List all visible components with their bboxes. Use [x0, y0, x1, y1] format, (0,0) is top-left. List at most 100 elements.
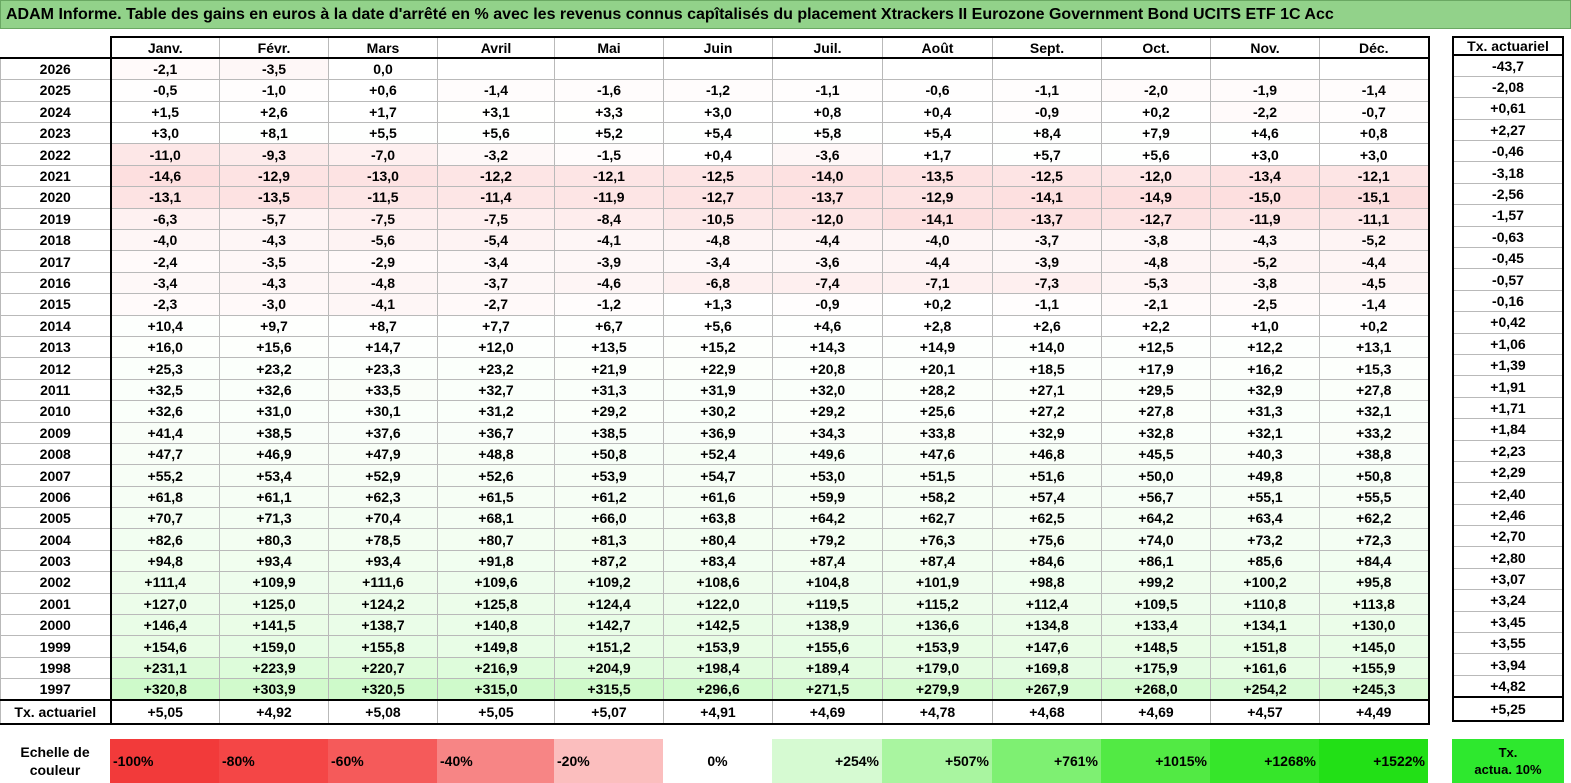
gain-cell: +61,5 — [437, 485, 555, 509]
table-row: 2003 +94,8 +93,4 +93,4 +91,8 +87,2 +83,4 +87,4 +… — [0, 549, 1430, 573]
gain-cell: +175,9 — [1101, 656, 1211, 680]
gain-cell: -4,5 — [1319, 271, 1430, 295]
gain-cell: +8,7 — [328, 314, 438, 337]
gain-cell: +5,7 — [992, 143, 1102, 166]
gain-cell: -7,5 — [328, 207, 438, 231]
year-cell: 2000 — [0, 614, 111, 637]
rate-cell: -0,45 — [1452, 247, 1564, 270]
gain-cell: +31,3 — [554, 378, 664, 402]
rate-row: +4,82 — [1452, 674, 1564, 698]
rate-cell: -0,57 — [1452, 268, 1564, 291]
gain-cell — [992, 57, 1102, 81]
gain-cell: +14,7 — [328, 335, 438, 359]
month-header: Oct. — [1101, 35, 1211, 60]
gain-cell: +189,4 — [772, 656, 883, 680]
rate-cell: +0,42 — [1452, 311, 1564, 334]
color-scale-swatch: +761% — [992, 739, 1101, 783]
gain-cell: +0,2 — [1319, 314, 1430, 337]
gain-cell: -8,4 — [554, 207, 664, 231]
footer-rate-cell: +4,68 — [992, 699, 1102, 726]
gain-cell: -7,3 — [992, 271, 1102, 295]
gain-cell: +62,7 — [882, 507, 993, 530]
gain-cell: -3,9 — [554, 250, 664, 273]
gain-cell: +38,5 — [219, 421, 329, 444]
gain-cell: +0,6 — [328, 79, 438, 102]
gain-cell: +82,6 — [109, 528, 220, 551]
table-row: 2009 +41,4 +38,5 +37,6 +36,7 +38,5 +36,9 +34,3 +… — [0, 421, 1430, 444]
gain-cell: +127,0 — [109, 592, 220, 616]
gain-cell: -3,7 — [437, 271, 555, 295]
rate-row: -0,45 — [1452, 247, 1564, 270]
gain-cell: -4,1 — [328, 293, 438, 316]
gain-cell: -11,9 — [1210, 207, 1320, 231]
gain-cell: +136,6 — [882, 614, 993, 637]
gain-cell: +59,9 — [772, 485, 883, 509]
table-row: 2015 -2,3 -3,0 -4,1 -2,7 -1,2 +1,3 -0,9 +0,2 -1,1… — [0, 293, 1430, 316]
gain-cell: +21,9 — [554, 357, 664, 380]
gain-cell: +267,9 — [992, 678, 1102, 701]
gain-cell: +14,3 — [772, 335, 883, 359]
gain-cell: +95,8 — [1319, 571, 1430, 594]
gain-cell: -12,9 — [882, 186, 993, 209]
gain-cell: +2,6 — [992, 314, 1102, 337]
gain-cell: +2,2 — [1101, 314, 1211, 337]
rate-cell: +4,82 — [1452, 674, 1564, 698]
gain-cell: +30,2 — [663, 400, 773, 423]
gain-cell: +151,8 — [1210, 635, 1320, 658]
year-cell: 2010 — [0, 400, 111, 423]
gain-cell: +55,1 — [1210, 485, 1320, 509]
gain-cell: -1,2 — [554, 293, 664, 316]
gain-cell: +101,9 — [882, 571, 993, 594]
gain-cell: +155,9 — [1319, 656, 1430, 680]
gain-cell: +7,9 — [1101, 122, 1211, 145]
gain-cell: -4,0 — [882, 229, 993, 252]
rate-row: +1,39 — [1452, 353, 1564, 377]
gain-cell: +111,6 — [328, 571, 438, 594]
gain-cell: +169,8 — [992, 656, 1102, 680]
gain-cell: -11,9 — [554, 186, 664, 209]
page-title: ADAM Informe. Table des gains en euros à… — [0, 0, 1571, 29]
gain-cell: +66,0 — [554, 507, 664, 530]
gain-cell: +64,2 — [1101, 507, 1211, 530]
gain-cell — [1210, 57, 1320, 81]
gain-cell: +29,5 — [1101, 378, 1211, 402]
gain-cell: +254,2 — [1210, 678, 1320, 701]
gain-cell: +109,2 — [554, 571, 664, 594]
rate-footer-row: +5,25 — [1452, 695, 1564, 722]
gain-cell: +51,6 — [992, 464, 1102, 487]
gain-cell: +47,7 — [109, 442, 220, 466]
gain-cell: -12,1 — [1319, 164, 1430, 188]
gain-cell: +1,0 — [1210, 314, 1320, 337]
gain-cell: +315,0 — [437, 678, 555, 701]
gain-cell: -10,5 — [663, 207, 773, 231]
gain-cell: +204,9 — [554, 656, 664, 680]
gain-cell: +80,3 — [219, 528, 329, 551]
gain-cell: +5,8 — [772, 122, 883, 145]
gain-cell: -7,5 — [437, 207, 555, 231]
gain-cell: +124,4 — [554, 592, 664, 616]
gain-cell: +13,1 — [1319, 335, 1430, 359]
gain-cell: +33,5 — [328, 378, 438, 402]
month-header: Avril — [437, 35, 555, 60]
gain-cell: -5,4 — [437, 229, 555, 252]
year-cell: 2007 — [0, 464, 111, 487]
gain-cell: -2,7 — [437, 293, 555, 316]
gain-cell: -1,4 — [1319, 293, 1430, 316]
gain-cell: +7,7 — [437, 314, 555, 337]
month-header: Déc. — [1319, 35, 1430, 60]
month-header: Janv. — [109, 35, 220, 60]
gain-cell: +153,9 — [663, 635, 773, 658]
gain-cell: +70,4 — [328, 507, 438, 530]
rate-row: +3,45 — [1452, 610, 1564, 634]
gain-cell: +84,6 — [992, 549, 1102, 573]
gain-cell: +61,6 — [663, 485, 773, 509]
gain-cell: +104,8 — [772, 571, 883, 594]
gain-cell: +32,7 — [437, 378, 555, 402]
gain-cell: +72,3 — [1319, 528, 1430, 551]
footer-rate-cell: +5,05 — [437, 699, 555, 726]
year-cell: 2001 — [0, 592, 111, 616]
gain-cell: +27,8 — [1319, 378, 1430, 402]
gain-cell: -4,8 — [1101, 250, 1211, 273]
gain-cell: -4,1 — [554, 229, 664, 252]
gain-cell: +130,0 — [1319, 614, 1430, 637]
